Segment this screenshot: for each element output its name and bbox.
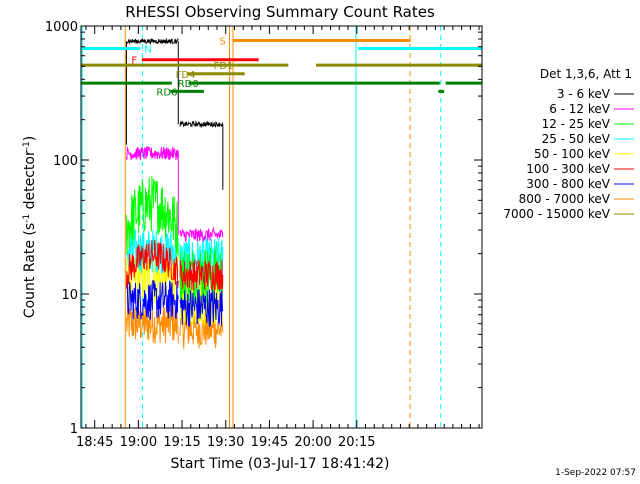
x-tick-label-3: 19:30 bbox=[207, 435, 244, 450]
footer-date: 1-Sep-2022 07:57 bbox=[555, 468, 636, 478]
y-axis-label-sup1: -1 bbox=[22, 214, 32, 223]
flag-label-RD6: RD6 bbox=[156, 87, 177, 98]
series-2-segment-1 bbox=[179, 246, 224, 306]
y-tick-label-2: 100 bbox=[53, 154, 78, 169]
legend-header: Det 1,3,6, Att 1 bbox=[540, 67, 632, 81]
x-tick-label-0: 18:45 bbox=[76, 435, 113, 450]
y-axis-label-end: ) bbox=[22, 136, 38, 141]
flag-label-S: S bbox=[219, 36, 225, 47]
y-tick-label-0: 1 bbox=[70, 422, 78, 437]
legend-label-0: 3 - 6 keV bbox=[557, 87, 611, 101]
y-tick-label-1: 10 bbox=[61, 288, 78, 303]
legend-label-5: 100 - 300 keV bbox=[526, 162, 610, 176]
flag-label-N: N bbox=[144, 44, 151, 55]
y-axis-label: Count Rate (s-1 detector-1) bbox=[22, 136, 38, 318]
series-0-segment-0 bbox=[126, 37, 179, 45]
flag-label-FD4: FD4 bbox=[176, 70, 196, 81]
x-tick-label-4: 19:45 bbox=[251, 435, 288, 450]
legend-label-2: 12 - 25 keV bbox=[542, 117, 611, 131]
series-6-segment-0 bbox=[125, 280, 179, 320]
legend-label-3: 25 - 50 keV bbox=[542, 132, 611, 146]
flag-label-RD0: RD0 bbox=[178, 79, 199, 90]
legend-label-1: 6 - 12 keV bbox=[549, 102, 611, 116]
y-axis-label-sup2: -1 bbox=[22, 141, 32, 150]
legend-label-8: 7000 - 15000 keV bbox=[503, 207, 610, 221]
x-tick-label-6: 20:15 bbox=[338, 435, 375, 450]
series-1-segment-0 bbox=[125, 145, 179, 161]
series-1-segment-1 bbox=[179, 226, 224, 242]
series-0-segment-1 bbox=[179, 120, 224, 129]
series-2-segment-0 bbox=[125, 175, 179, 256]
y-tick-label-3: 1000 bbox=[45, 20, 78, 35]
y-axis-label-mid: detector bbox=[22, 150, 38, 214]
x-tick-label-5: 20:00 bbox=[294, 435, 331, 450]
plot-frame bbox=[80, 25, 483, 429]
x-tick-label-1: 19:00 bbox=[120, 435, 157, 450]
series-5-segment-1 bbox=[179, 259, 224, 292]
legend-label-4: 50 - 100 keV bbox=[534, 147, 611, 161]
series-4-segment-0 bbox=[125, 252, 179, 306]
x-tick-label-2: 19:15 bbox=[163, 435, 200, 450]
flag-label-FD1: FD1 bbox=[214, 61, 234, 72]
y-axis-label-main: Count Rate (s bbox=[22, 223, 38, 318]
series-5-segment-0 bbox=[125, 240, 179, 289]
axes: 1 10 100 1000 18:45 19:00 19:15 19:30 19:45 20:00… bbox=[45, 20, 482, 450]
chart-title: RHESSI Observing Summary Count Rates bbox=[125, 3, 435, 21]
legend-label-6: 300 - 800 keV bbox=[526, 177, 610, 191]
flag-label-F: F bbox=[131, 56, 137, 67]
x-axis-label: Start Time (03-Jul-17 18:41:42) bbox=[170, 456, 389, 472]
series-6-segment-1 bbox=[179, 289, 224, 328]
legend-label-7: 800 - 7000 keV bbox=[519, 192, 611, 206]
